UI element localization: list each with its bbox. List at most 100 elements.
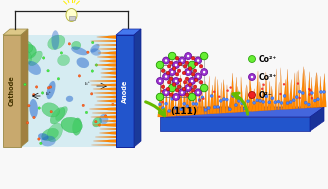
Ellipse shape [29, 51, 42, 66]
Polygon shape [134, 29, 141, 147]
Polygon shape [101, 76, 116, 78]
Polygon shape [216, 79, 219, 113]
Ellipse shape [298, 90, 301, 93]
Ellipse shape [51, 30, 59, 50]
Ellipse shape [199, 64, 203, 68]
Polygon shape [162, 79, 164, 117]
Ellipse shape [47, 123, 63, 142]
Ellipse shape [188, 61, 196, 69]
Polygon shape [222, 79, 226, 113]
Polygon shape [172, 56, 204, 88]
Polygon shape [310, 77, 313, 108]
Ellipse shape [82, 104, 85, 107]
Ellipse shape [156, 77, 163, 84]
Ellipse shape [249, 56, 256, 63]
Ellipse shape [195, 62, 198, 66]
Text: Cathode: Cathode [9, 76, 15, 106]
Ellipse shape [172, 67, 176, 70]
Ellipse shape [169, 69, 176, 76]
Ellipse shape [200, 52, 208, 60]
Ellipse shape [313, 99, 317, 102]
Ellipse shape [171, 97, 174, 100]
Polygon shape [270, 86, 275, 110]
Ellipse shape [189, 109, 192, 112]
Polygon shape [244, 84, 246, 112]
Ellipse shape [41, 92, 44, 94]
Polygon shape [289, 79, 293, 109]
Ellipse shape [71, 46, 88, 55]
Polygon shape [116, 29, 141, 35]
Ellipse shape [199, 81, 203, 84]
Polygon shape [231, 73, 235, 113]
Ellipse shape [191, 91, 193, 93]
Ellipse shape [163, 57, 170, 64]
Ellipse shape [156, 93, 164, 101]
Polygon shape [97, 48, 116, 50]
Ellipse shape [185, 53, 192, 60]
Polygon shape [304, 69, 307, 108]
Ellipse shape [175, 73, 179, 76]
Ellipse shape [182, 71, 186, 75]
Ellipse shape [191, 57, 195, 60]
Ellipse shape [166, 87, 170, 91]
Ellipse shape [76, 57, 89, 68]
Ellipse shape [165, 91, 167, 94]
Ellipse shape [42, 128, 58, 141]
Ellipse shape [183, 81, 187, 84]
Ellipse shape [183, 102, 186, 105]
Text: O²⁻: O²⁻ [259, 91, 273, 99]
Ellipse shape [200, 84, 208, 92]
Ellipse shape [202, 98, 204, 100]
Ellipse shape [169, 77, 173, 81]
Ellipse shape [298, 97, 301, 99]
Ellipse shape [193, 69, 197, 73]
Polygon shape [21, 29, 28, 147]
Ellipse shape [311, 97, 313, 99]
Ellipse shape [319, 91, 322, 94]
Polygon shape [100, 71, 116, 75]
Ellipse shape [228, 108, 231, 111]
Polygon shape [116, 35, 134, 147]
Ellipse shape [167, 81, 171, 84]
Ellipse shape [201, 69, 208, 76]
Ellipse shape [66, 9, 77, 22]
Ellipse shape [308, 88, 310, 90]
Ellipse shape [175, 80, 177, 82]
Polygon shape [97, 35, 116, 39]
Polygon shape [93, 139, 116, 143]
Ellipse shape [222, 98, 225, 101]
Polygon shape [213, 76, 216, 114]
Ellipse shape [197, 75, 199, 78]
Ellipse shape [173, 61, 179, 68]
Polygon shape [277, 82, 279, 110]
Ellipse shape [268, 101, 271, 104]
Ellipse shape [24, 83, 26, 86]
Polygon shape [204, 81, 207, 114]
Ellipse shape [210, 94, 213, 98]
Polygon shape [92, 123, 116, 127]
Ellipse shape [72, 41, 81, 50]
Ellipse shape [167, 64, 171, 68]
Ellipse shape [216, 105, 219, 108]
Ellipse shape [191, 88, 195, 92]
Ellipse shape [30, 99, 38, 118]
Polygon shape [319, 76, 322, 107]
Polygon shape [95, 136, 116, 138]
Ellipse shape [191, 73, 195, 76]
Ellipse shape [243, 107, 247, 110]
Text: Li⁺: Li⁺ [46, 92, 52, 96]
Ellipse shape [175, 57, 179, 60]
Ellipse shape [181, 59, 183, 62]
Text: Co³⁺: Co³⁺ [259, 73, 277, 81]
Ellipse shape [240, 102, 243, 105]
Ellipse shape [175, 96, 177, 98]
Ellipse shape [168, 109, 171, 112]
Polygon shape [174, 95, 176, 116]
Ellipse shape [195, 89, 202, 96]
Polygon shape [225, 84, 228, 113]
Polygon shape [265, 72, 268, 111]
Ellipse shape [187, 71, 189, 73]
Ellipse shape [178, 89, 186, 96]
Ellipse shape [274, 101, 277, 104]
Ellipse shape [91, 48, 101, 56]
